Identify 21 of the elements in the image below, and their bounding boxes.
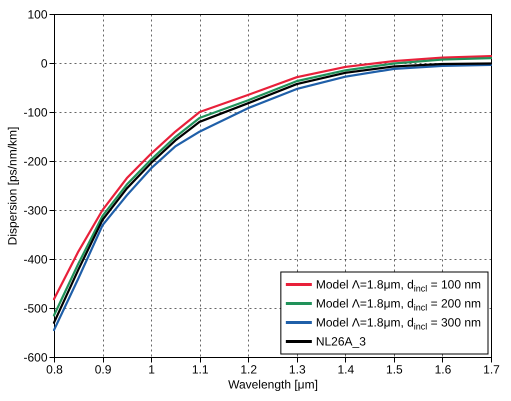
y-tick-label: 0 <box>40 56 48 70</box>
x-tick-label: 1.1 <box>192 362 209 376</box>
y-tick-label: -600 <box>23 350 48 364</box>
y-tick-label: -500 <box>23 302 48 316</box>
legend-label: NL26A_3 <box>316 334 366 348</box>
y-tick-label: -100 <box>23 106 48 120</box>
y-axis-title: Dispersion [ps/nm/km] <box>5 126 20 246</box>
y-tick-label: -300 <box>23 204 48 218</box>
x-tick-label: 0.8 <box>46 362 64 376</box>
x-tick-label: 1.5 <box>386 362 404 376</box>
y-tick-label: -400 <box>23 252 48 266</box>
x-tick-label: 1.4 <box>337 362 354 376</box>
x-tick-label: 1 <box>148 362 156 376</box>
x-tick-label: 1.2 <box>240 362 258 376</box>
y-tick-label: 100 <box>27 8 48 22</box>
x-tick-label: 0.9 <box>94 362 112 376</box>
y-tick-label: -200 <box>23 154 48 168</box>
x-tick-label: 1.7 <box>483 362 500 376</box>
x-tick-label: 1.3 <box>288 362 306 376</box>
x-axis-title: Wavelength [μm] <box>228 378 318 392</box>
x-tick-label: 1.6 <box>434 362 452 376</box>
